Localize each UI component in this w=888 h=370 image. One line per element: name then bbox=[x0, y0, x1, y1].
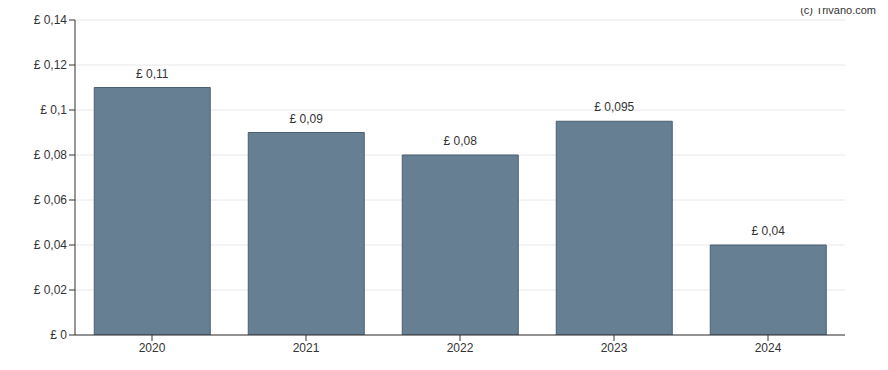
svg-text:£ 0,04: £ 0,04 bbox=[752, 224, 786, 238]
svg-text:£ 0: £ 0 bbox=[50, 328, 67, 342]
svg-text:£ 0,14: £ 0,14 bbox=[34, 13, 68, 27]
svg-text:£ 0,08: £ 0,08 bbox=[34, 148, 68, 162]
svg-text:£ 0,02: £ 0,02 bbox=[34, 283, 68, 297]
svg-text:2020: 2020 bbox=[139, 341, 166, 355]
svg-text:£ 0,06: £ 0,06 bbox=[34, 193, 68, 207]
svg-text:£ 0,095: £ 0,095 bbox=[594, 100, 634, 114]
svg-text:£ 0,11: £ 0,11 bbox=[136, 67, 169, 81]
html-text:(c) Trivano.com: (c) Trivano.com bbox=[800, 4, 876, 16]
svg-text:2023: 2023 bbox=[601, 341, 628, 355]
svg-text:£ 0,1: £ 0,1 bbox=[40, 103, 67, 117]
svg-text:£ 0,04: £ 0,04 bbox=[34, 238, 68, 252]
svg-text:2024: 2024 bbox=[755, 341, 782, 355]
svg-text:£ 0,08: £ 0,08 bbox=[444, 134, 478, 148]
svg-text:2022: 2022 bbox=[447, 341, 474, 355]
svg-text:£ 0,12: £ 0,12 bbox=[34, 58, 68, 72]
svg-text:£ 0,09: £ 0,09 bbox=[290, 112, 324, 126]
svg-text:2021: 2021 bbox=[293, 341, 320, 355]
